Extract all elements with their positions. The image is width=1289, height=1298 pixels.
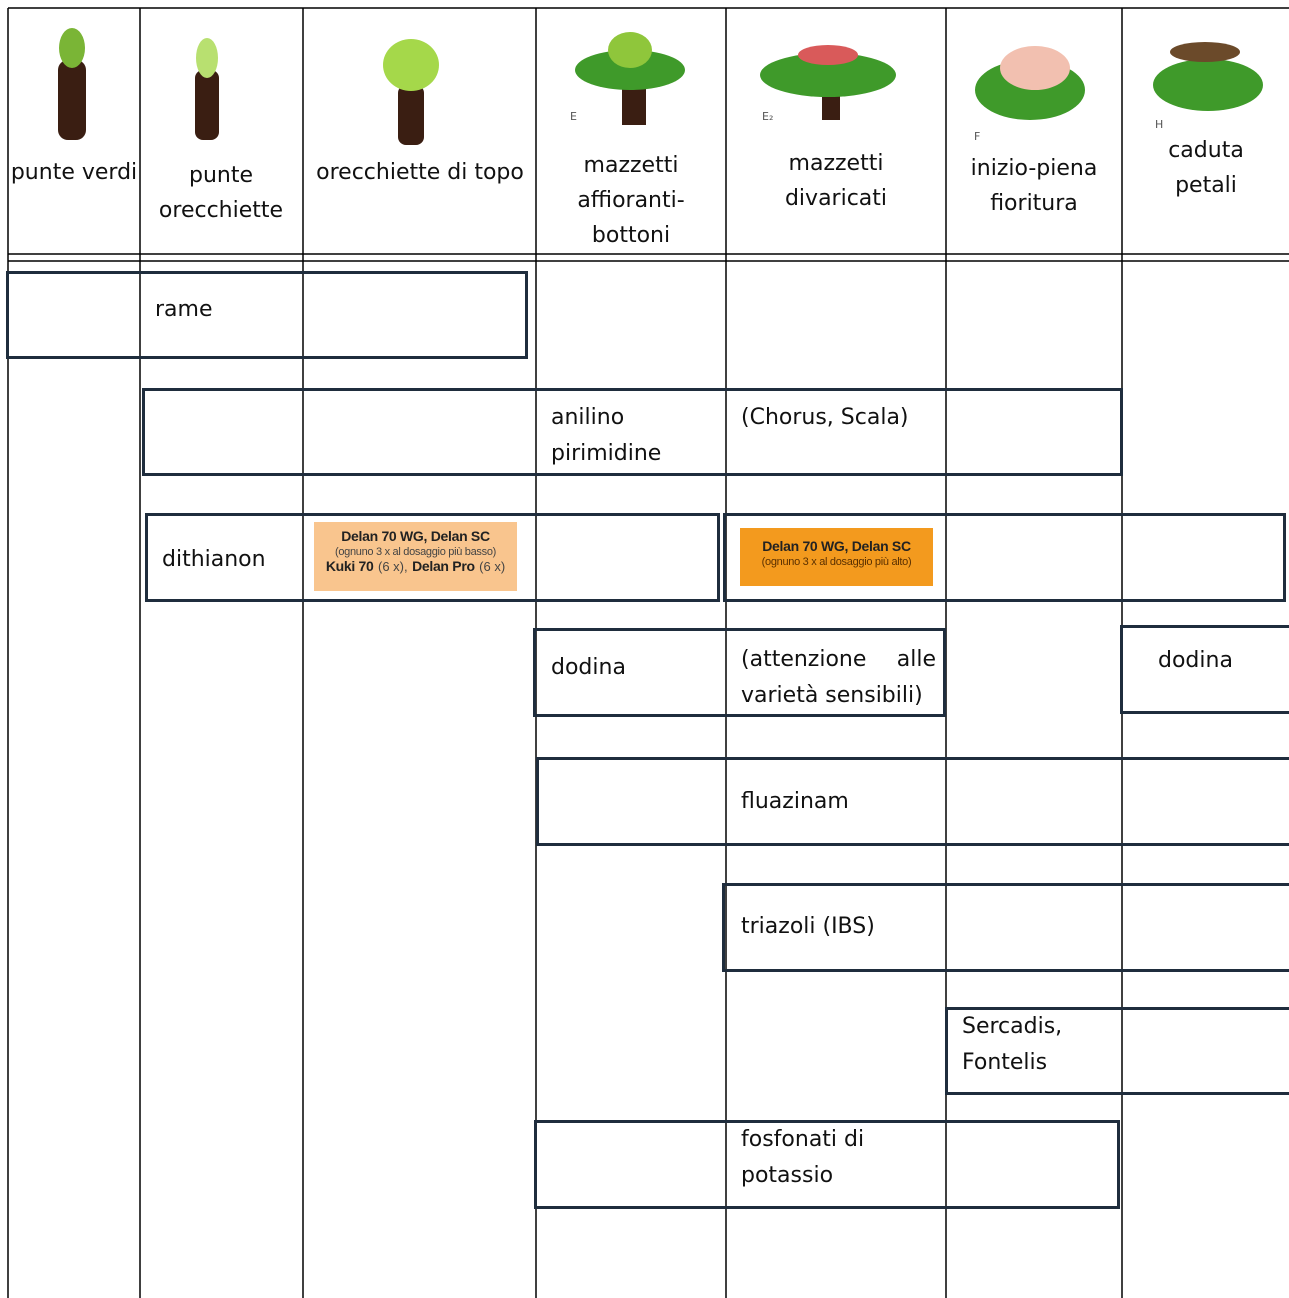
- treatment-text: anilino pirimidine: [551, 405, 662, 466]
- column-label: punte verdi: [10, 160, 138, 185]
- column-label: mazzetti affioranti-bottoni: [577, 153, 685, 248]
- stage-label: E: [570, 110, 577, 123]
- column-label: caduta petali: [1168, 138, 1244, 198]
- treatment-box: [534, 1120, 1120, 1209]
- treatment-box: [145, 513, 720, 602]
- column-label: inizio-piena fioritura: [970, 156, 1098, 216]
- product: Kuki 70: [325, 558, 374, 574]
- stage-label: E₂: [762, 110, 774, 123]
- treatment-text: (Chorus, Scala): [741, 405, 909, 430]
- product-note: (6 x): [479, 559, 506, 574]
- treatment-text: fosfonati di potassio: [741, 1127, 865, 1188]
- treatment-box: [945, 1007, 1289, 1095]
- treatment-box: [1120, 625, 1289, 714]
- treatment-box: [6, 271, 528, 359]
- stage-label: H: [1155, 118, 1164, 131]
- product-note: (ognuno 3 x al dosaggio più basso): [334, 546, 497, 558]
- treatment-text: fluazinam: [741, 789, 849, 814]
- treatment-text: rame: [155, 297, 213, 322]
- treatment-box: [722, 883, 1289, 972]
- treatment-box: [533, 628, 946, 717]
- product-title: Delan 70 WG, Delan SC: [341, 528, 490, 544]
- column-label: punte orecchiette: [158, 163, 284, 223]
- product-label: Delan 70 WG, Delan SC (ognuno 3 x al dos…: [314, 522, 517, 591]
- product-note: (ognuno 3 x al dosaggio più alto): [761, 556, 912, 568]
- treatment-text: Sercadis, Fontelis: [962, 1014, 1063, 1075]
- product-label: Delan 70 WG, Delan SC (ognuno 3 x al dos…: [740, 528, 933, 586]
- product-note: (6 x),: [377, 559, 408, 574]
- plant-icons: [58, 28, 1263, 145]
- treatment-text: dodina: [551, 655, 626, 680]
- treatment-text: dithianon: [162, 547, 266, 572]
- column-label: mazzetti divaricati: [784, 151, 888, 211]
- product-title: Delan 70 WG, Delan SC: [762, 538, 911, 554]
- treatment-text: dodina: [1158, 648, 1233, 673]
- column-label: orecchiette di topo: [316, 160, 524, 185]
- treatment-text: triazoli (IBS): [741, 914, 875, 939]
- product: Delan Pro: [412, 558, 475, 574]
- stage-label: F: [974, 130, 981, 143]
- treatment-box: [723, 513, 1286, 602]
- treatment-box: [142, 388, 1123, 476]
- treatment-text: (attenzione alle varietà sensibili): [741, 647, 936, 708]
- treatment-box: [536, 757, 1289, 846]
